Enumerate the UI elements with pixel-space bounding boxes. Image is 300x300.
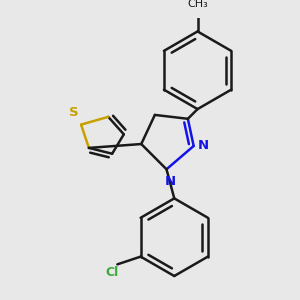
Text: N: N (165, 175, 176, 188)
Text: CH₃: CH₃ (187, 0, 208, 9)
Text: Cl: Cl (105, 266, 118, 279)
Text: S: S (68, 106, 78, 119)
Text: N: N (198, 140, 209, 152)
